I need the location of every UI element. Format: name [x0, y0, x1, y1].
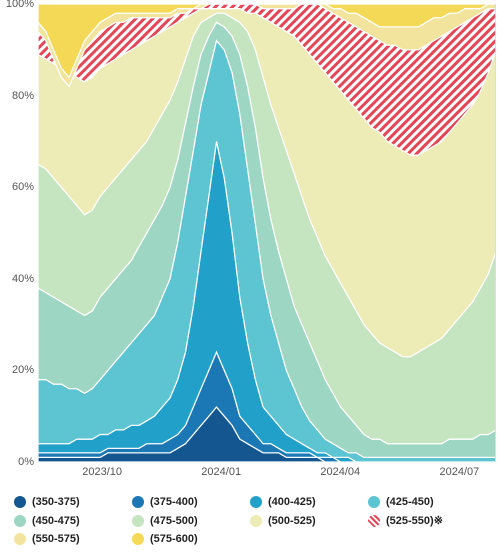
legend-item[interactable]: (375-400)	[132, 496, 240, 508]
stacked-area-chart: 0% 20% 40% 60% 80% 100% 2023/10 2024/01 2024/04…	[0, 0, 500, 554]
legend-label: (375-400)	[150, 496, 198, 508]
y-tick-label: 80%	[12, 90, 34, 102]
y-tick-label: 100%	[6, 0, 34, 10]
legend-swatch	[14, 533, 26, 545]
legend-swatch	[368, 496, 380, 508]
legend-swatch	[250, 496, 262, 508]
x-tick-label: 2024/07	[439, 466, 479, 478]
legend-item[interactable]: (425-450)	[368, 496, 476, 508]
plot-area	[38, 4, 496, 462]
legend-swatch	[132, 496, 144, 508]
legend: (350-375) (375-400) (400-425) (425-450) (450…	[14, 496, 494, 551]
legend-item[interactable]: (450-475)	[14, 514, 122, 527]
legend-label: (575-600)	[150, 533, 198, 545]
legend-label: (425-450)	[386, 496, 434, 508]
legend-item[interactable]: (475-500)	[132, 514, 240, 527]
y-tick-label: 60%	[12, 181, 34, 193]
x-tick-label: 2024/04	[320, 466, 360, 478]
legend-swatch	[14, 496, 26, 508]
x-tick-label: 2024/01	[201, 466, 241, 478]
plot-border-right	[495, 4, 496, 462]
y-axis: 0%20%40%60%80%100%	[0, 4, 38, 462]
legend-label: (450-475)	[32, 515, 80, 527]
y-tick-label: 20%	[12, 364, 34, 376]
x-axis: 2023/10 2024/01 2024/04 2024/07	[38, 466, 496, 484]
legend-label: (550-575)	[32, 533, 80, 545]
y-tick-label: 0%	[18, 456, 34, 468]
legend-item[interactable]: (350-375)	[14, 496, 122, 508]
legend-item[interactable]: (500-525)	[250, 514, 358, 527]
legend-swatch	[132, 533, 144, 545]
legend-swatch	[250, 515, 262, 527]
x-tick-label: 2023/10	[82, 466, 122, 478]
legend-item[interactable]: (575-600)	[132, 533, 240, 545]
legend-item[interactable]: (550-575)	[14, 533, 122, 545]
legend-item[interactable]: (525-550)※	[368, 514, 476, 527]
legend-label: (475-500)	[150, 515, 198, 527]
legend-label: (400-425)	[268, 496, 316, 508]
y-tick-label: 40%	[12, 273, 34, 285]
legend-label: (500-525)	[268, 515, 316, 527]
legend-label: (350-375)	[32, 496, 80, 508]
legend-swatch	[132, 515, 144, 527]
legend-swatch	[14, 515, 26, 527]
legend-label: (525-550)※	[386, 514, 443, 527]
legend-item[interactable]: (400-425)	[250, 496, 358, 508]
legend-swatch	[368, 515, 380, 527]
